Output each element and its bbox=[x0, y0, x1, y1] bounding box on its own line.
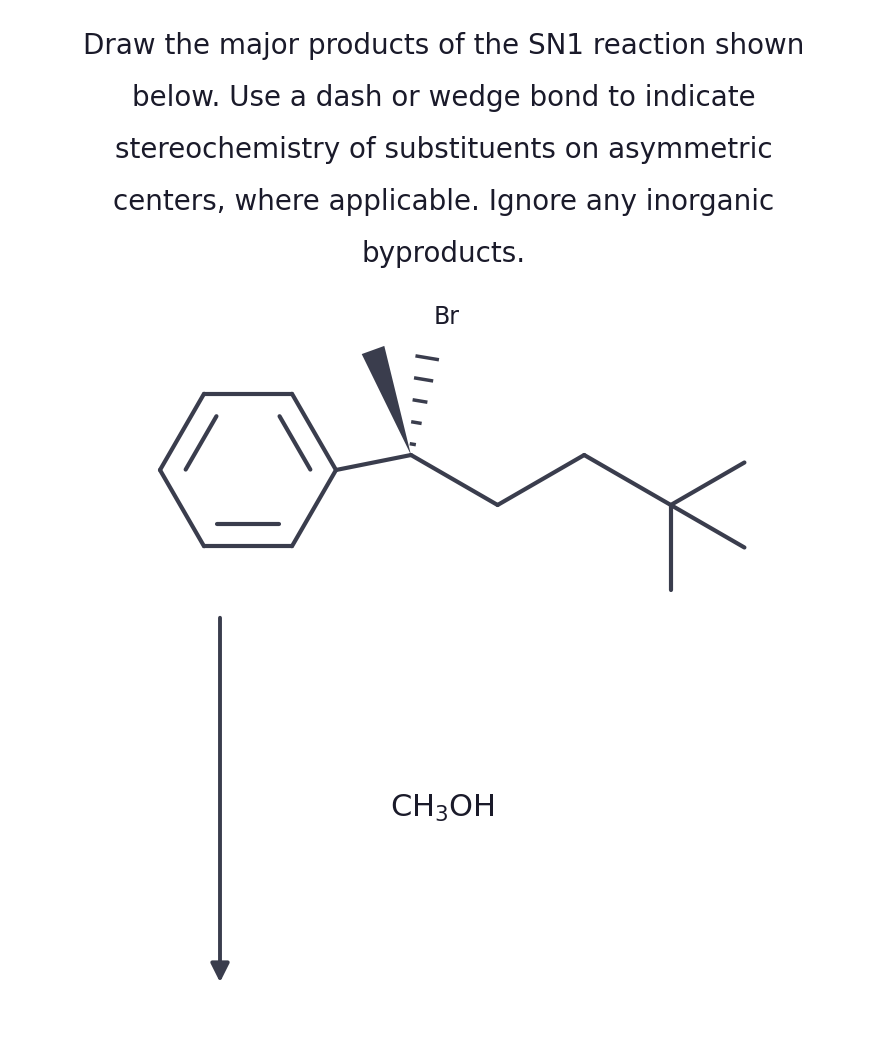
Polygon shape bbox=[361, 346, 411, 455]
Text: below. Use a dash or wedge bond to indicate: below. Use a dash or wedge bond to indic… bbox=[132, 84, 756, 112]
Text: byproducts.: byproducts. bbox=[362, 240, 526, 268]
Text: Br: Br bbox=[434, 305, 460, 329]
Text: CH$_3$OH: CH$_3$OH bbox=[390, 792, 495, 824]
Text: Draw the major products of the SN1 reaction shown: Draw the major products of the SN1 react… bbox=[83, 32, 805, 60]
Text: centers, where applicable. Ignore any inorganic: centers, where applicable. Ignore any in… bbox=[114, 188, 774, 216]
Text: stereochemistry of substituents on asymmetric: stereochemistry of substituents on asymm… bbox=[115, 136, 773, 164]
